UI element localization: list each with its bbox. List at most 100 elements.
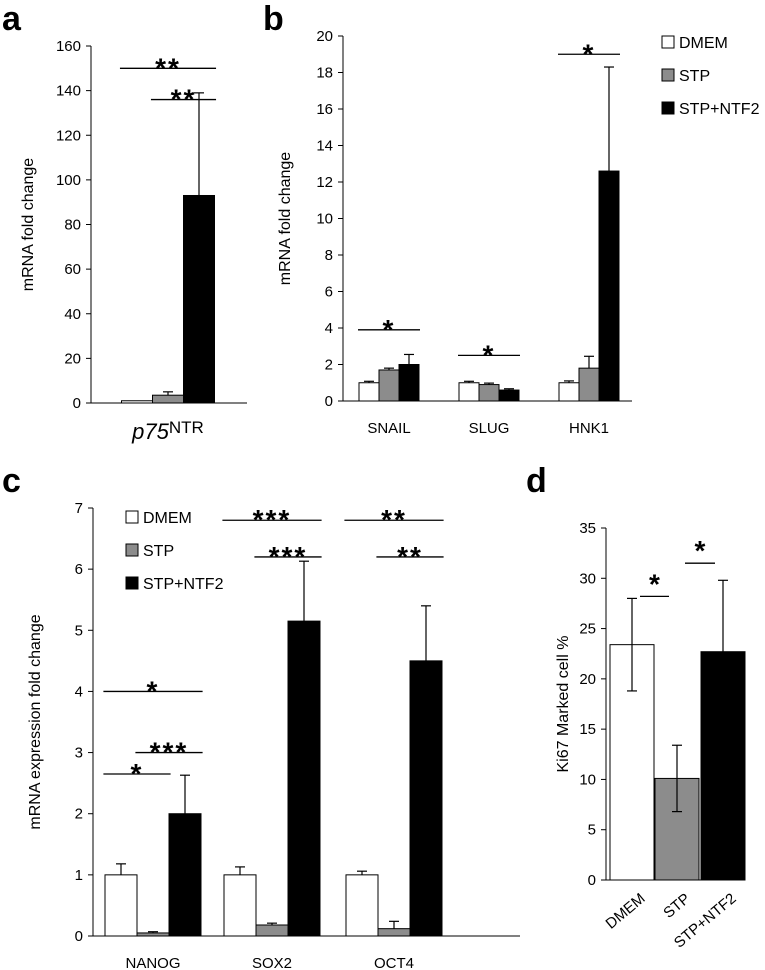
- bar-b: [398, 364, 420, 402]
- significance-stars-c: ***: [253, 504, 292, 535]
- y-tick-label-b: 12: [316, 174, 333, 191]
- y-tick-label-b: 18: [316, 65, 333, 82]
- y-tick-label-c: 2: [75, 806, 83, 823]
- category-label-d: DMEM: [603, 890, 649, 932]
- legend-swatch-c: [125, 510, 139, 524]
- bar-a: [183, 194, 215, 404]
- bar-c: [287, 620, 321, 937]
- y-axis-label-d: Ki67 Marked cell %: [555, 636, 572, 773]
- legend-label-b: STP: [679, 68, 710, 85]
- y-tick-label-d: 20: [579, 671, 596, 688]
- bar-c: [104, 874, 138, 937]
- y-tick-label-c: 4: [75, 683, 83, 700]
- bar-c: [409, 660, 443, 937]
- bar-b: [598, 170, 620, 402]
- significance-stars-c: *: [147, 675, 160, 706]
- category-label-b: SNAIL: [367, 420, 410, 437]
- bar-b: [558, 382, 580, 402]
- significance-stars-b: *: [483, 339, 496, 370]
- panel-label-b: b: [263, 0, 284, 38]
- y-tick-label-c: 6: [75, 561, 83, 578]
- bar-c: [345, 874, 379, 937]
- legend-swatch-c: [125, 576, 139, 590]
- bar-a: [121, 400, 153, 404]
- bar-c: [168, 813, 202, 937]
- y-tick-label-a: 140: [56, 83, 81, 100]
- y-tick-label-d: 10: [579, 771, 596, 788]
- y-tick-label-c: 1: [75, 867, 83, 884]
- y-tick-label-a: 160: [56, 38, 81, 55]
- y-tick-label-b: 8: [325, 247, 333, 264]
- bar-c: [255, 924, 289, 937]
- legend-swatch-b: [661, 101, 675, 115]
- y-tick-label-c: 7: [75, 500, 83, 517]
- significance-stars-c: ***: [150, 737, 189, 768]
- bar-c: [377, 928, 411, 937]
- y-axis-label-c: mRNA expression fold change: [27, 614, 44, 829]
- legend-label-c: STP: [143, 543, 174, 560]
- panel-a: a 0 20 40 60 80 100 120 140 160 mRNA fold change p…: [2, 0, 247, 444]
- significance-stars-c: ***: [269, 541, 308, 572]
- bar-b: [478, 384, 500, 402]
- significance-stars-a: **: [171, 84, 197, 115]
- y-tick-label-b: 2: [325, 357, 333, 374]
- y-tick-label-a: 0: [73, 395, 81, 412]
- y-tick-label-c: 3: [75, 745, 83, 762]
- significance-stars-b: *: [383, 314, 396, 345]
- category-label-a: p75NTR: [131, 418, 204, 444]
- category-label-c: NANOG: [125, 955, 180, 970]
- legend-swatch-c: [125, 543, 139, 557]
- y-tick-label-a: 20: [64, 350, 81, 367]
- y-tick-label-a: 60: [64, 261, 81, 278]
- y-tick-label-a: 120: [56, 127, 81, 144]
- y-tick-label-d: 30: [579, 570, 596, 587]
- bar-b: [358, 382, 380, 402]
- y-tick-label-b: 0: [325, 393, 333, 410]
- y-tick-label-c: 5: [75, 622, 83, 639]
- significance-stars-c: **: [381, 504, 407, 535]
- significance-stars-a: **: [155, 52, 181, 83]
- y-tick-label-a: 100: [56, 172, 81, 189]
- y-tick-label-d: 25: [579, 621, 596, 638]
- significance-stars-d: *: [695, 535, 706, 566]
- bar-c: [223, 874, 257, 937]
- y-tick-label-a: 40: [64, 306, 81, 323]
- category-label-b: SLUG: [469, 420, 510, 437]
- y-tick-label-d: 15: [579, 721, 596, 738]
- panel-label-d: d: [526, 462, 547, 500]
- y-tick-label-b: 4: [325, 320, 333, 337]
- legend-label-b: DMEM: [679, 35, 728, 52]
- category-label-c: OCT4: [374, 955, 414, 970]
- legend-label-c: STP+NTF2: [143, 576, 224, 593]
- legend-swatch-b: [661, 35, 675, 49]
- y-tick-label-b: 20: [316, 28, 333, 45]
- panel-b: b 0 2 4 6 8 10 12 14 16 18 20 mRNA fold change SNAIL…: [263, 0, 760, 437]
- bar-b: [498, 389, 520, 402]
- y-tick-label-b: 14: [316, 138, 333, 155]
- bar-a: [152, 394, 184, 404]
- y-axis-label-a: mRNA fold change: [20, 158, 37, 292]
- y-tick-label-b: 10: [316, 211, 333, 228]
- y-tick-label-b: 16: [316, 101, 333, 118]
- y-tick-label-d: 0: [588, 872, 596, 889]
- category-label-d: STP: [660, 890, 693, 922]
- y-axis-label-b: mRNA fold change: [277, 152, 294, 286]
- bar-b: [378, 369, 400, 402]
- y-tick-label-a: 80: [64, 217, 81, 234]
- panel-d: d 0 5 10 15 20 25 30 35 Ki67 Marked cell % DMEM ST…: [526, 462, 746, 952]
- significance-stars-d: *: [649, 568, 660, 599]
- bar-c: [136, 932, 170, 937]
- panel-c: c 0 1 2 3 4 5 6 7 mRNA expression fold change NAN…: [2, 462, 520, 970]
- y-tick-label-b: 6: [325, 284, 333, 301]
- significance-stars-b: *: [583, 38, 596, 69]
- y-tick-label-c: 0: [75, 928, 83, 945]
- legend-label-b: STP+NTF2: [679, 101, 760, 118]
- panel-label-a: a: [2, 0, 22, 38]
- panel-label-c: c: [2, 462, 21, 500]
- y-tick-label-d: 35: [579, 520, 596, 537]
- category-label-b: HNK1: [569, 420, 609, 437]
- category-label-c: SOX2: [252, 955, 292, 970]
- bar-b: [578, 367, 600, 402]
- legend-label-c: DMEM: [143, 510, 192, 527]
